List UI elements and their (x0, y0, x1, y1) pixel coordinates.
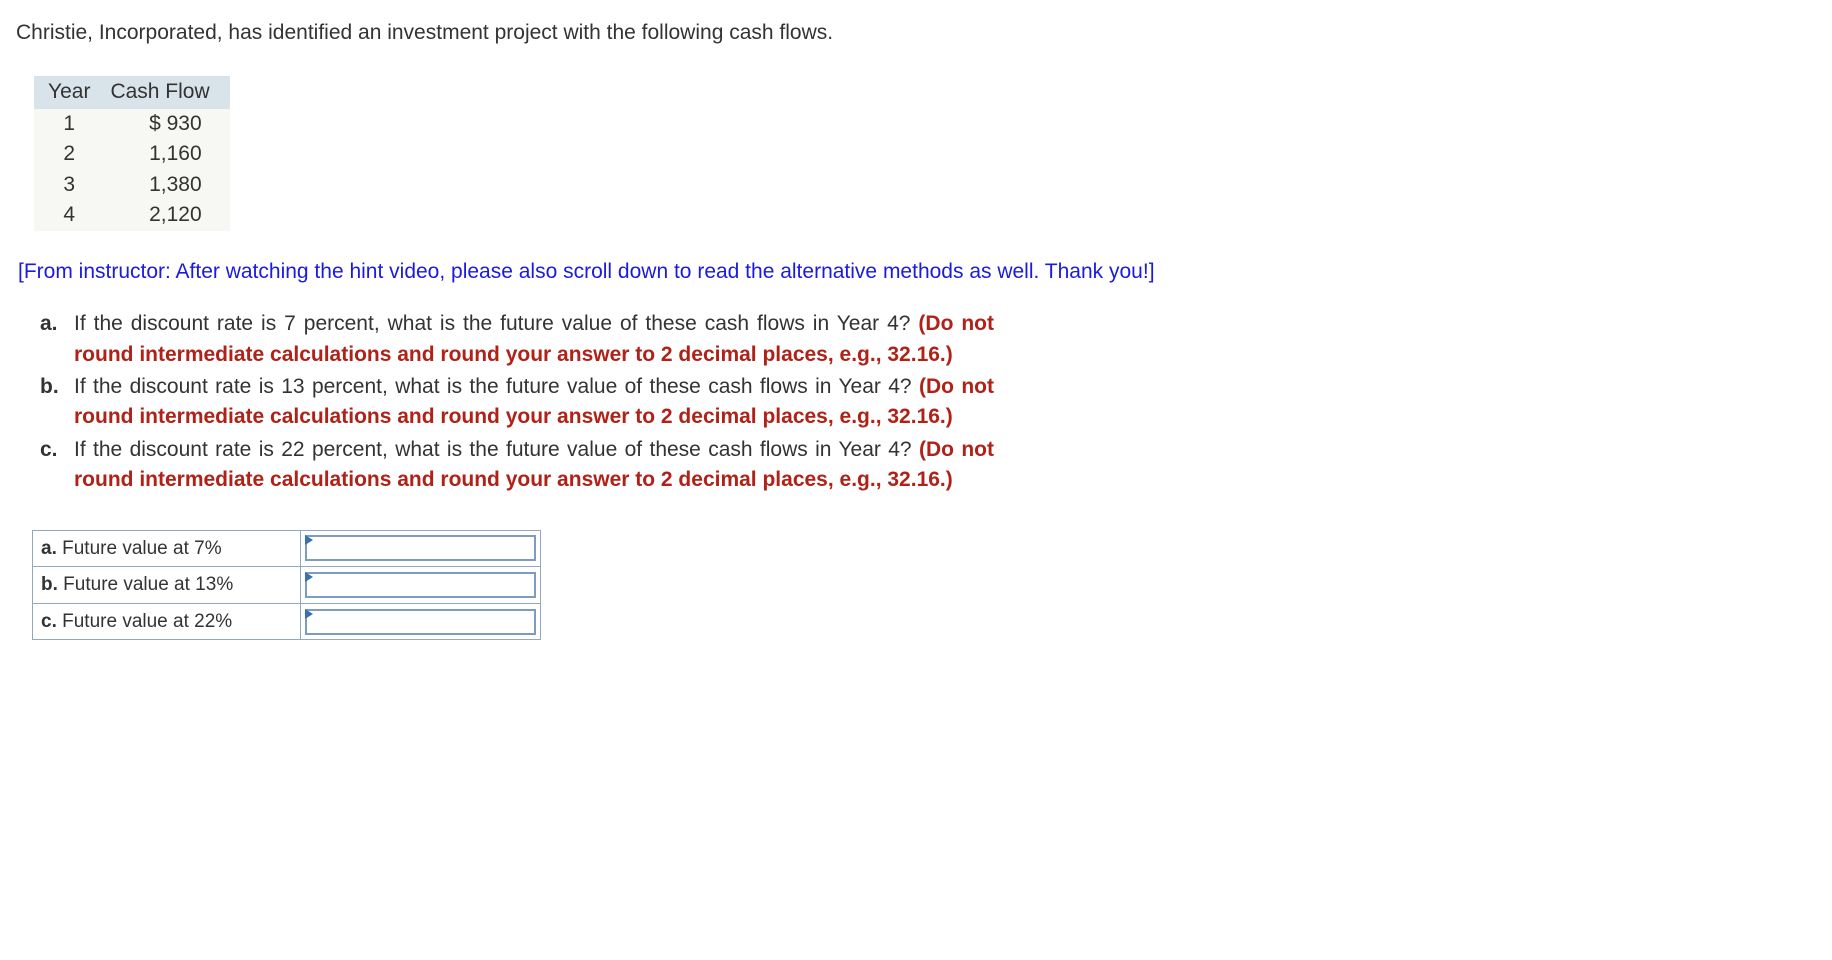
answer-label-text: Future value at 22% (57, 611, 232, 632)
header-cashflow: Cash Flow (104, 76, 229, 108)
answer-input-b[interactable] (305, 572, 536, 598)
answer-marker: c. (41, 611, 57, 632)
instructor-note: [From instructor: After watching the hin… (18, 257, 1816, 287)
cell-year: 3 (34, 170, 104, 200)
answer-input-a[interactable] (305, 535, 536, 561)
answer-input-cell[interactable] (301, 567, 541, 604)
header-year: Year (34, 76, 104, 108)
answer-label-text: Future value at 13% (58, 574, 233, 595)
cell-cashflow: 1,380 (104, 170, 229, 200)
table-row: 3 1,380 (34, 170, 230, 200)
question-c: If the discount rate is 22 percent, what… (74, 435, 994, 496)
question-text: If the discount rate is 13 percent, what… (74, 375, 919, 398)
answer-row-b: b. Future value at 13% (33, 567, 541, 604)
question-text: If the discount rate is 7 percent, what … (74, 312, 918, 335)
answer-label-text: Future value at 7% (57, 538, 222, 559)
cell-year: 4 (34, 200, 104, 230)
cell-cashflow: $ 930 (104, 109, 229, 139)
answer-marker: b. (41, 574, 58, 595)
answer-input-cell[interactable] (301, 530, 541, 567)
question-b: If the discount rate is 13 percent, what… (74, 372, 994, 433)
table-row: 1 $ 930 (34, 109, 230, 139)
answer-label: a. Future value at 7% (33, 530, 301, 567)
answer-row-c: c. Future value at 22% (33, 603, 541, 640)
question-text: If the discount rate is 22 percent, what… (74, 438, 919, 461)
cell-year: 1 (34, 109, 104, 139)
cell-cashflow: 1,160 (104, 139, 229, 169)
cashflow-table: Year Cash Flow 1 $ 930 2 1,160 3 1,380 4… (34, 76, 230, 230)
table-row: 2 1,160 (34, 139, 230, 169)
intro-text: Christie, Incorporated, has identified a… (16, 18, 1816, 48)
answer-marker: a. (41, 538, 57, 559)
answer-row-a: a. Future value at 7% (33, 530, 541, 567)
answer-table: a. Future value at 7% b. Future value at… (32, 530, 541, 641)
answer-label: c. Future value at 22% (33, 603, 301, 640)
question-a: If the discount rate is 7 percent, what … (74, 309, 994, 370)
answer-input-c[interactable] (305, 609, 536, 635)
answer-label: b. Future value at 13% (33, 567, 301, 604)
cell-cashflow: 2,120 (104, 200, 229, 230)
table-row: 4 2,120 (34, 200, 230, 230)
question-list: If the discount rate is 7 percent, what … (16, 309, 1816, 496)
cell-year: 2 (34, 139, 104, 169)
answer-input-cell[interactable] (301, 603, 541, 640)
